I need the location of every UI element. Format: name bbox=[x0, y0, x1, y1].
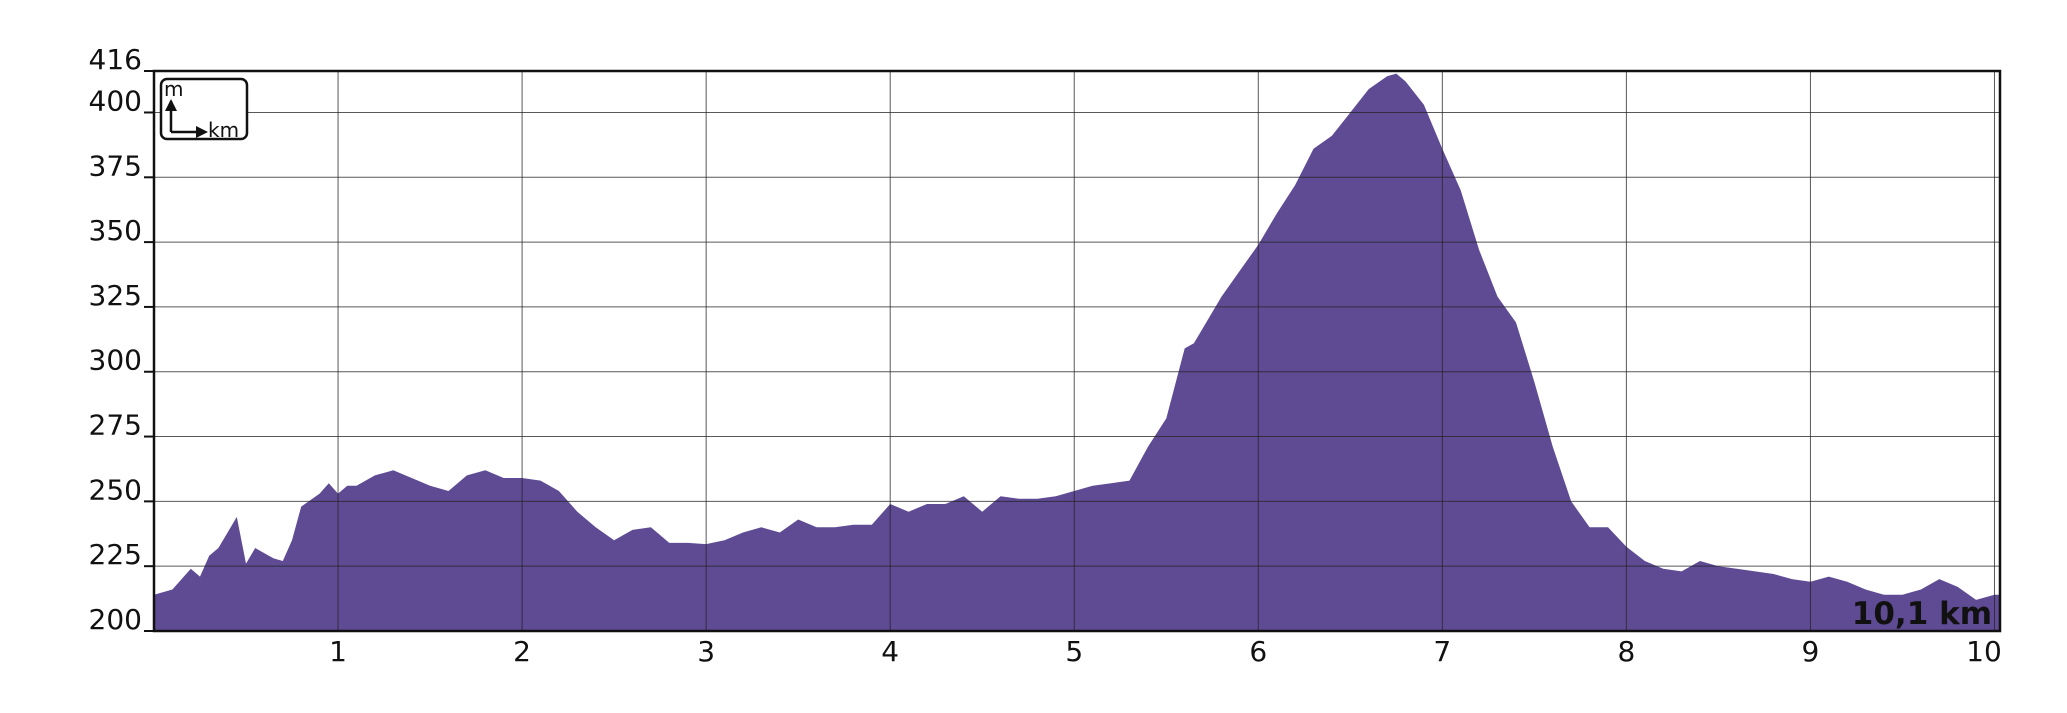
x-tick-label: 8 bbox=[1617, 635, 1635, 668]
y-tick-label: 250 bbox=[89, 473, 142, 506]
unit-arrowhead-up bbox=[165, 99, 177, 111]
y-tick-label: 416 bbox=[89, 43, 142, 76]
unit-legend: m km bbox=[159, 77, 249, 142]
y-tick-label: 225 bbox=[89, 538, 142, 571]
y-tick-label: 325 bbox=[89, 279, 142, 312]
x-tick-label: 6 bbox=[1249, 635, 1267, 668]
x-tick-label: 7 bbox=[1433, 635, 1451, 668]
unit-legend-box bbox=[159, 77, 249, 141]
unit-arrowhead-right bbox=[196, 126, 208, 138]
x-unit: km bbox=[208, 118, 239, 142]
x-tick-label: 1 bbox=[329, 635, 347, 668]
y-tick-label: 275 bbox=[89, 409, 142, 442]
x-tick-label: 10 bbox=[1966, 635, 2002, 668]
total-distance: 10,1 km bbox=[1852, 596, 1992, 632]
y-tick-label: 200 bbox=[89, 603, 142, 636]
plot-frame bbox=[152, 69, 2002, 633]
y-unit: m bbox=[164, 77, 183, 101]
x-tick-label: 2 bbox=[513, 635, 531, 668]
x-tick-label: 3 bbox=[697, 635, 715, 668]
y-tick-label: 375 bbox=[89, 149, 142, 182]
elevation-area bbox=[154, 73, 2000, 632]
y-tick-label: 300 bbox=[89, 344, 142, 377]
x-tick-label: 4 bbox=[881, 635, 899, 668]
y-tick-label: 350 bbox=[89, 214, 142, 247]
x-tick-label: 9 bbox=[1802, 635, 1820, 668]
x-tick-label: 5 bbox=[1065, 635, 1083, 668]
y-tick-label: 400 bbox=[89, 84, 142, 117]
